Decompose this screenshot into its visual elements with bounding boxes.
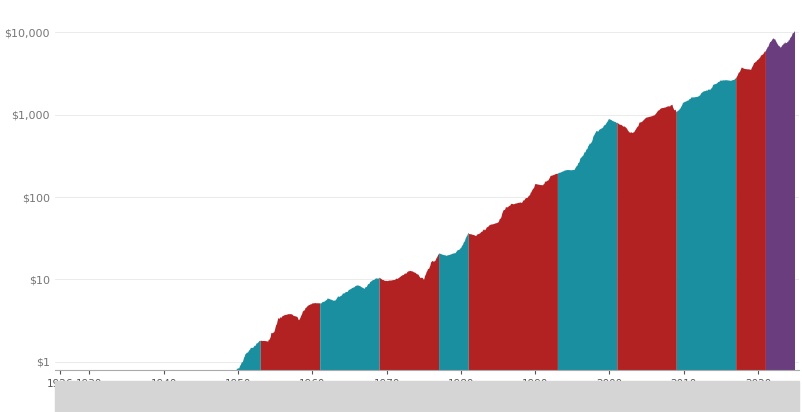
Bar bbox=[55, 381, 798, 412]
